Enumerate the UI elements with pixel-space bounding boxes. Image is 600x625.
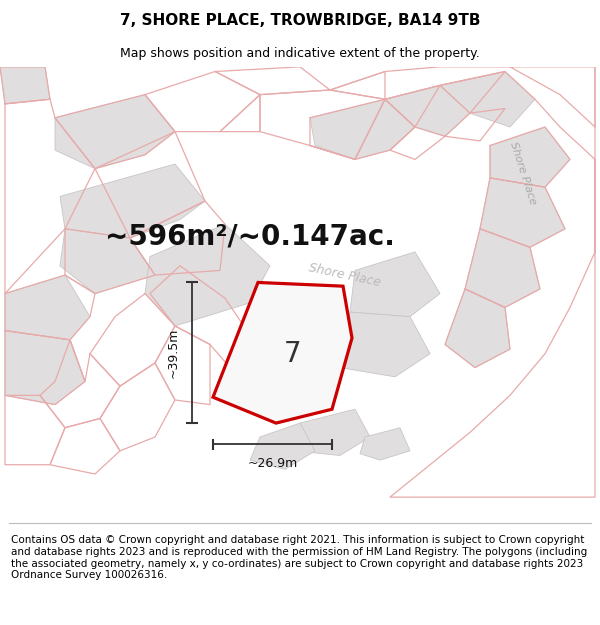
Text: ~26.9m: ~26.9m xyxy=(247,458,298,471)
Polygon shape xyxy=(385,86,470,136)
Polygon shape xyxy=(213,282,352,423)
Text: Map shows position and indicative extent of the property.: Map shows position and indicative extent… xyxy=(120,47,480,60)
Text: Contains OS data © Crown copyright and database right 2021. This information is : Contains OS data © Crown copyright and d… xyxy=(11,535,587,580)
Polygon shape xyxy=(465,229,540,308)
Polygon shape xyxy=(60,164,205,238)
Polygon shape xyxy=(5,275,90,340)
Polygon shape xyxy=(340,312,430,377)
Polygon shape xyxy=(5,331,85,404)
Polygon shape xyxy=(145,224,270,326)
Text: ~596m²/~0.147ac.: ~596m²/~0.147ac. xyxy=(105,222,395,250)
Text: 7: 7 xyxy=(284,340,302,367)
Polygon shape xyxy=(490,127,570,187)
Polygon shape xyxy=(350,252,440,317)
Text: ~39.5m: ~39.5m xyxy=(167,328,180,378)
Text: 7, SHORE PLACE, TROWBRIDGE, BA14 9TB: 7, SHORE PLACE, TROWBRIDGE, BA14 9TB xyxy=(120,13,480,28)
Polygon shape xyxy=(250,423,315,469)
Polygon shape xyxy=(295,409,370,456)
Polygon shape xyxy=(440,71,535,127)
Text: Shore Place: Shore Place xyxy=(508,141,538,206)
Polygon shape xyxy=(310,99,415,159)
Polygon shape xyxy=(445,289,510,368)
Polygon shape xyxy=(0,67,50,104)
Polygon shape xyxy=(55,94,175,169)
Polygon shape xyxy=(60,229,155,294)
Polygon shape xyxy=(360,428,410,460)
Text: Shore Place: Shore Place xyxy=(308,261,382,289)
Polygon shape xyxy=(480,178,565,248)
